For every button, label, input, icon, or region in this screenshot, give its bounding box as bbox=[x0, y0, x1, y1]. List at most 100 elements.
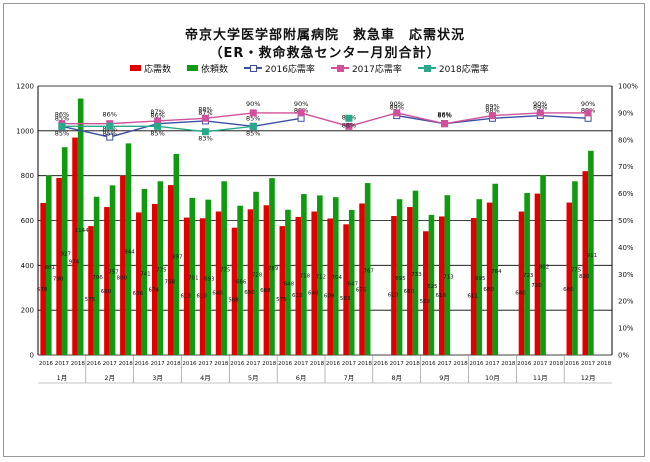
bar-label-accepted: 820 bbox=[579, 274, 590, 280]
y-right-tick-label: 10% bbox=[618, 325, 634, 333]
bar-requests bbox=[476, 199, 483, 355]
x-tick-year: 2017 bbox=[55, 361, 70, 367]
x-tick-year: 2018 bbox=[501, 361, 516, 367]
legend-item-rate2018: 2018応需率 bbox=[417, 62, 489, 75]
bar-accepted bbox=[104, 207, 110, 355]
rate-label-rate2017: 88% bbox=[198, 105, 212, 113]
bar-label-requests: 647 bbox=[347, 281, 358, 287]
bar-requests bbox=[77, 98, 84, 355]
bar-accepted bbox=[88, 226, 94, 355]
y-right-tick-label: 50% bbox=[618, 217, 634, 225]
x-tick-year: 2016 bbox=[39, 361, 54, 367]
bar-requests bbox=[109, 185, 116, 355]
x-tick-year: 2017 bbox=[342, 361, 357, 367]
bar-label-accepted: 568 bbox=[228, 298, 239, 304]
x-tick-year: 2018 bbox=[406, 361, 421, 367]
point-rate2016 bbox=[106, 133, 114, 141]
x-tick-year: 2018 bbox=[262, 361, 277, 367]
point-rate2017 bbox=[345, 122, 353, 130]
bar-label-accepted: 640 bbox=[515, 291, 526, 297]
y-left-tick-label: 200 bbox=[21, 307, 34, 315]
point-rate2018 bbox=[201, 128, 209, 136]
bar-label-requests: 625 bbox=[427, 284, 438, 290]
bar-label-accepted: 583 bbox=[340, 296, 351, 302]
legend-swatch-requests bbox=[187, 65, 199, 71]
bar-requests bbox=[332, 197, 339, 355]
y-right-tick-label: 90% bbox=[618, 109, 634, 117]
legend-item-accepted: 応需数 bbox=[130, 62, 171, 75]
bar-label-requests: 706 bbox=[92, 275, 103, 281]
bar-label-accepted: 640 bbox=[212, 291, 223, 297]
bar-accepted bbox=[199, 218, 206, 355]
rate-label-rate2017: 86% bbox=[55, 111, 69, 119]
x-tick-month: 10月 bbox=[485, 374, 500, 382]
y-right-tick-label: 30% bbox=[618, 271, 634, 279]
y-left-tick-label: 1200 bbox=[16, 83, 34, 91]
bar-label-requests: 718 bbox=[300, 274, 311, 280]
bar-accepted bbox=[407, 207, 413, 355]
rate-label-rate2018: 85% bbox=[150, 129, 164, 137]
bar-accepted bbox=[120, 175, 126, 355]
legend-label-rate2017: 2017応需率 bbox=[351, 64, 402, 75]
rate-label-rate2017: 90% bbox=[390, 100, 404, 108]
rate-label-rate2016: 89% bbox=[533, 104, 547, 112]
point-rate2017 bbox=[297, 109, 305, 117]
bar-requests bbox=[285, 209, 291, 355]
rate-label-rate2017: 86% bbox=[437, 111, 451, 119]
bar-requests bbox=[364, 183, 371, 355]
legend-label-rate2018: 2018応需率 bbox=[438, 64, 489, 75]
bar-label-requests: 757 bbox=[108, 270, 119, 276]
x-tick-year: 2016 bbox=[135, 361, 150, 367]
legend-swatch-rate2016 bbox=[244, 64, 263, 72]
chart-subtitle: （ER・救命救急センター月別合計） bbox=[209, 46, 441, 61]
rate-label-rate2017: 86% bbox=[103, 111, 117, 119]
bar-label-requests: 695 bbox=[395, 276, 406, 282]
x-tick-year: 2016 bbox=[182, 361, 197, 367]
bar-label-requests: 801 bbox=[45, 265, 56, 271]
bar-requests bbox=[237, 205, 243, 355]
bar-requests bbox=[269, 178, 275, 355]
bar-accepted bbox=[423, 231, 429, 355]
point-rate2017 bbox=[488, 112, 496, 120]
bar-label-requests: 723 bbox=[523, 273, 534, 279]
y-right-tick-label: 40% bbox=[618, 244, 634, 252]
bar-requests bbox=[45, 175, 52, 355]
y-right-tick-label: 60% bbox=[618, 190, 634, 198]
legend-label-rate2016: 2016応需率 bbox=[265, 64, 315, 75]
bar-accepted bbox=[151, 203, 158, 355]
x-tick-year: 2016 bbox=[565, 361, 580, 367]
x-tick-year: 2017 bbox=[198, 361, 213, 367]
bar-accepted bbox=[311, 211, 318, 355]
line-rate2016 bbox=[61, 117, 302, 138]
x-tick-year: 2018 bbox=[358, 361, 373, 367]
bar-accepted bbox=[167, 185, 174, 355]
rate-label-rate2016: 87% bbox=[198, 109, 212, 117]
bar-requests bbox=[428, 214, 435, 355]
bar-label-requests: 741 bbox=[140, 271, 151, 277]
bar-accepted bbox=[72, 137, 78, 355]
bar-label-accepted: 660 bbox=[404, 289, 415, 295]
legend-label-accepted: 応需数 bbox=[144, 64, 172, 75]
bar-requests bbox=[221, 181, 227, 355]
bar-label-requests: 897 bbox=[172, 254, 183, 260]
bar-label-accepted: 611 bbox=[467, 293, 478, 299]
bar-label-requests: 944 bbox=[124, 249, 135, 255]
bar-label-accepted: 640 bbox=[308, 291, 319, 297]
rate-label-rate2016: 85% bbox=[246, 114, 260, 122]
rate-label-rate2017: 90% bbox=[533, 100, 547, 108]
x-tick-month: 12月 bbox=[581, 374, 596, 382]
legend-item-requests: 依頼数 bbox=[187, 62, 228, 75]
bar-requests bbox=[125, 143, 132, 355]
bar-accepted bbox=[215, 211, 222, 355]
x-tick-year: 2016 bbox=[326, 361, 341, 367]
bar-requests bbox=[540, 175, 546, 355]
x-tick-year: 2018 bbox=[597, 361, 612, 367]
bar-requests bbox=[173, 153, 180, 355]
x-tick-month: 7月 bbox=[344, 374, 355, 382]
x-tick-year: 2017 bbox=[103, 361, 118, 367]
bar-label-requests: 767 bbox=[363, 268, 374, 274]
x-tick-month: 11月 bbox=[533, 374, 548, 382]
bar-requests bbox=[572, 181, 578, 355]
x-tick-month: 9月 bbox=[439, 374, 450, 382]
bar-accepted bbox=[582, 171, 589, 355]
